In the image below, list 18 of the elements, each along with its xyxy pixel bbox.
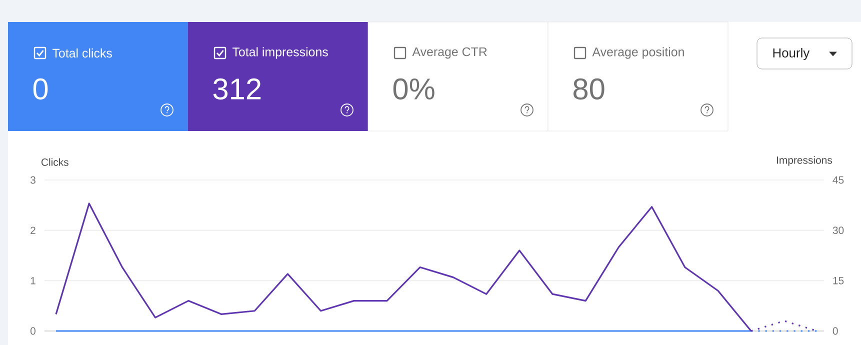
y2-tick-label: 45 [832, 176, 844, 184]
y-tick-label: 1 [30, 277, 36, 284]
y2-tick-label: 0 [832, 327, 838, 335]
text: Hourly [773, 48, 810, 60]
text: Average position [592, 47, 684, 59]
y-axis-title: Clicks [41, 158, 68, 166]
y2-axis-title: Impressions [776, 156, 832, 166]
y-tick-label: 3 [30, 176, 36, 184]
y-tick-label: 0 [30, 327, 36, 335]
y2-tick-label: 30 [832, 226, 844, 234]
text: 312 [213, 78, 261, 100]
text: Total clicks [52, 48, 112, 58]
y-tick-label: 2 [30, 226, 36, 234]
y2-tick-label: 15 [833, 277, 844, 284]
text: Average CTR [412, 47, 487, 59]
text: Total impressions [232, 47, 328, 59]
text: 80 [574, 78, 604, 100]
text: 0% [393, 78, 434, 100]
